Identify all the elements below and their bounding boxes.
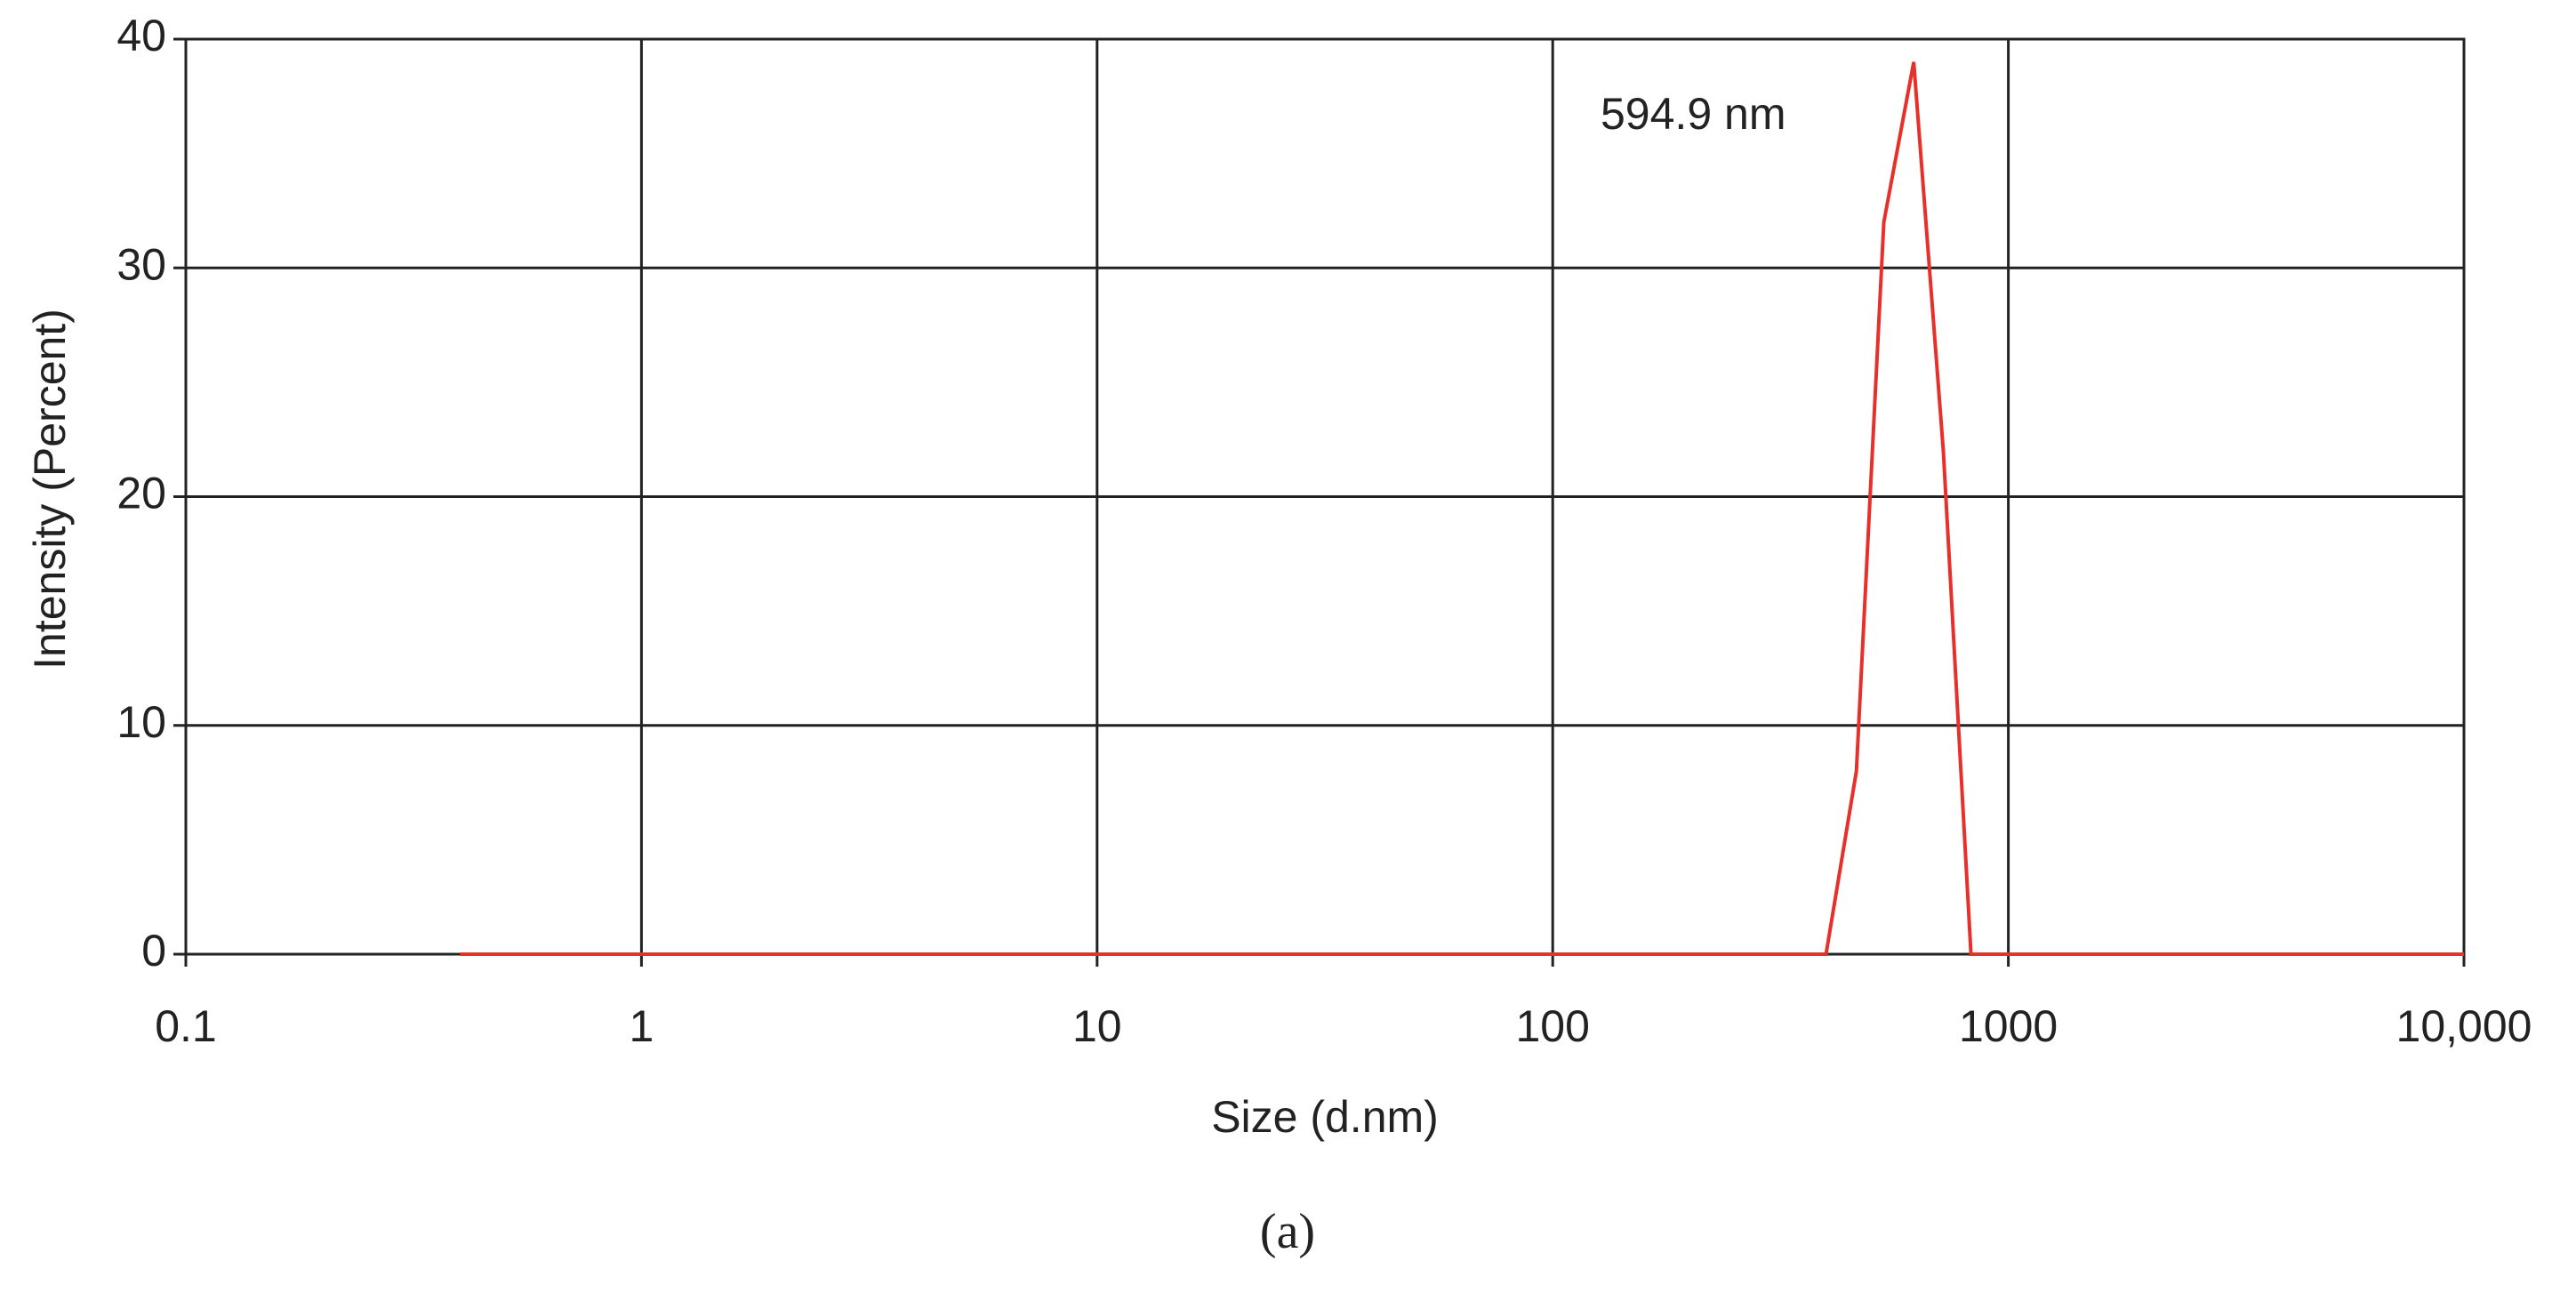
x-tick-label: 100 bbox=[1515, 1001, 1589, 1051]
annotation: 594.9 nm bbox=[1601, 89, 1786, 139]
x-tick-label: 10,000 bbox=[2396, 1001, 2532, 1051]
x-tick-label: 0.1 bbox=[155, 1001, 217, 1051]
x-tick-label: 1 bbox=[629, 1001, 654, 1051]
data-line bbox=[460, 61, 2464, 956]
y-tick-label: 30 bbox=[116, 239, 166, 289]
y-tick-label: 10 bbox=[116, 697, 166, 747]
x-axis-label: Size (d.nm) bbox=[1211, 1092, 1439, 1142]
y-tick-label: 20 bbox=[116, 469, 166, 518]
x-tick-label: 10 bbox=[1072, 1001, 1122, 1051]
y-tick-label: 0 bbox=[141, 926, 166, 976]
y-tick-label: 40 bbox=[116, 11, 166, 60]
y-axis-label: Intensity (Percent) bbox=[25, 309, 75, 670]
caption: (a) bbox=[1260, 1204, 1315, 1259]
x-tick-label: 1000 bbox=[1959, 1001, 2058, 1051]
